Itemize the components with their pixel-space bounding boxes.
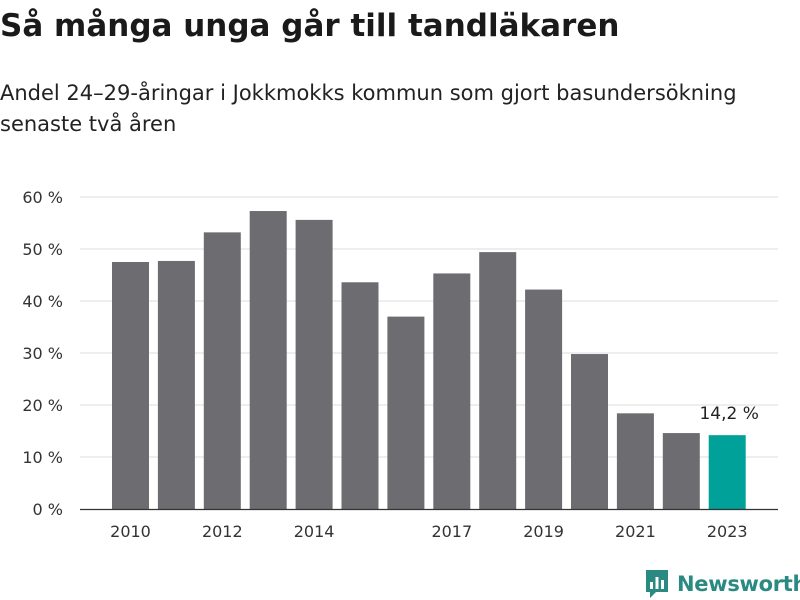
chart-title: Så många unga går till tandläkaren	[0, 8, 620, 44]
bar	[341, 282, 379, 509]
data-label: 14,2 %	[699, 404, 758, 424]
bar	[249, 211, 287, 510]
bar	[433, 273, 471, 509]
newsworthy-logo: Newsworthy	[644, 568, 800, 600]
y-tick-label: 40 %	[22, 292, 63, 311]
bar	[479, 252, 517, 509]
x-tick-label: 2012	[202, 522, 243, 541]
bar	[112, 262, 149, 509]
bar	[203, 232, 241, 510]
highlighted-bar	[708, 435, 746, 509]
bar	[295, 219, 333, 509]
x-tick-label: 2014	[294, 522, 335, 541]
y-tick-label: 50 %	[22, 240, 63, 259]
x-tick-label: 2023	[707, 522, 748, 541]
bar	[157, 260, 195, 509]
y-tick-label: 0 %	[33, 500, 63, 519]
bar	[616, 413, 654, 509]
bar	[662, 433, 700, 509]
chart-subtitle: Andel 24–29-åringar i Jokkmokks kommun s…	[0, 81, 737, 136]
bar	[387, 316, 425, 509]
bar	[571, 354, 608, 509]
y-tick-label: 10 %	[22, 448, 63, 467]
x-tick-label: 2010	[110, 522, 151, 541]
y-tick-label: 30 %	[22, 344, 63, 363]
bar	[525, 289, 563, 509]
x-tick-label: 2019	[523, 522, 564, 541]
y-tick-label: 20 %	[22, 396, 63, 415]
y-tick-label: 60 %	[22, 188, 63, 207]
brand-name: Newsworthy	[677, 572, 800, 596]
x-tick-label: 2017	[431, 522, 472, 541]
bar-chart-speech-bubble-icon	[646, 570, 668, 598]
x-tick-label: 2021	[615, 522, 656, 541]
